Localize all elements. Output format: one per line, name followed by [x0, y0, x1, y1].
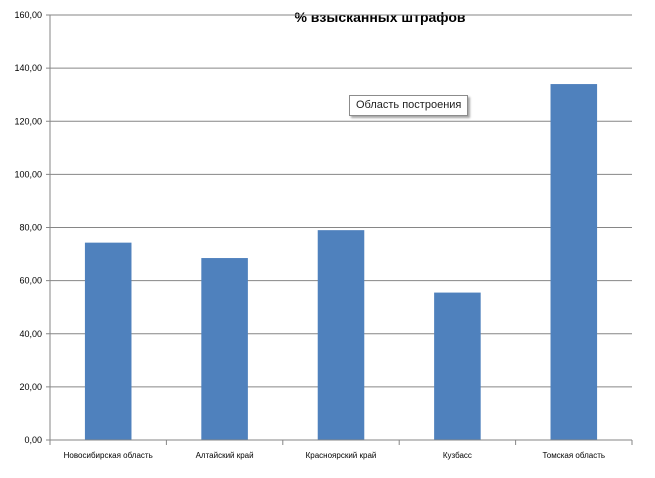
y-tick-label: 80,00	[19, 223, 42, 233]
x-axis: Новосибирская область Алтайский край Красн…	[49, 439, 633, 460]
bar	[550, 84, 598, 440]
x-tick-label: Новосибирская область	[64, 451, 153, 460]
bar	[434, 292, 481, 440]
x-tick-label: Кузбасс	[443, 451, 472, 460]
chart-title: % взысканных штрафов	[294, 9, 465, 25]
y-tick-label: 0,00	[24, 435, 42, 445]
x-tick-label: Красноярский край	[306, 451, 377, 460]
y-tick-label: 100,00	[14, 169, 42, 179]
y-tick-label: 60,00	[19, 276, 42, 286]
bar	[317, 230, 365, 440]
y-tick-label: 120,00	[14, 116, 42, 126]
x-tick-label: Томская область	[543, 451, 606, 460]
plot-area-tooltip: Область построения	[349, 95, 469, 116]
y-tick-label: 40,00	[19, 329, 42, 339]
bars	[84, 84, 598, 440]
x-tick-label: Алтайский край	[196, 451, 254, 460]
bar	[84, 242, 132, 440]
y-axis: 0,00 20,00 40,00 60,00 80,00 100,00 120,00 140,…	[14, 10, 51, 445]
y-tick-label: 20,00	[19, 382, 42, 392]
y-tick-label: 160,00	[14, 10, 42, 20]
bar	[201, 258, 248, 440]
y-tick-label: 140,00	[14, 63, 42, 73]
